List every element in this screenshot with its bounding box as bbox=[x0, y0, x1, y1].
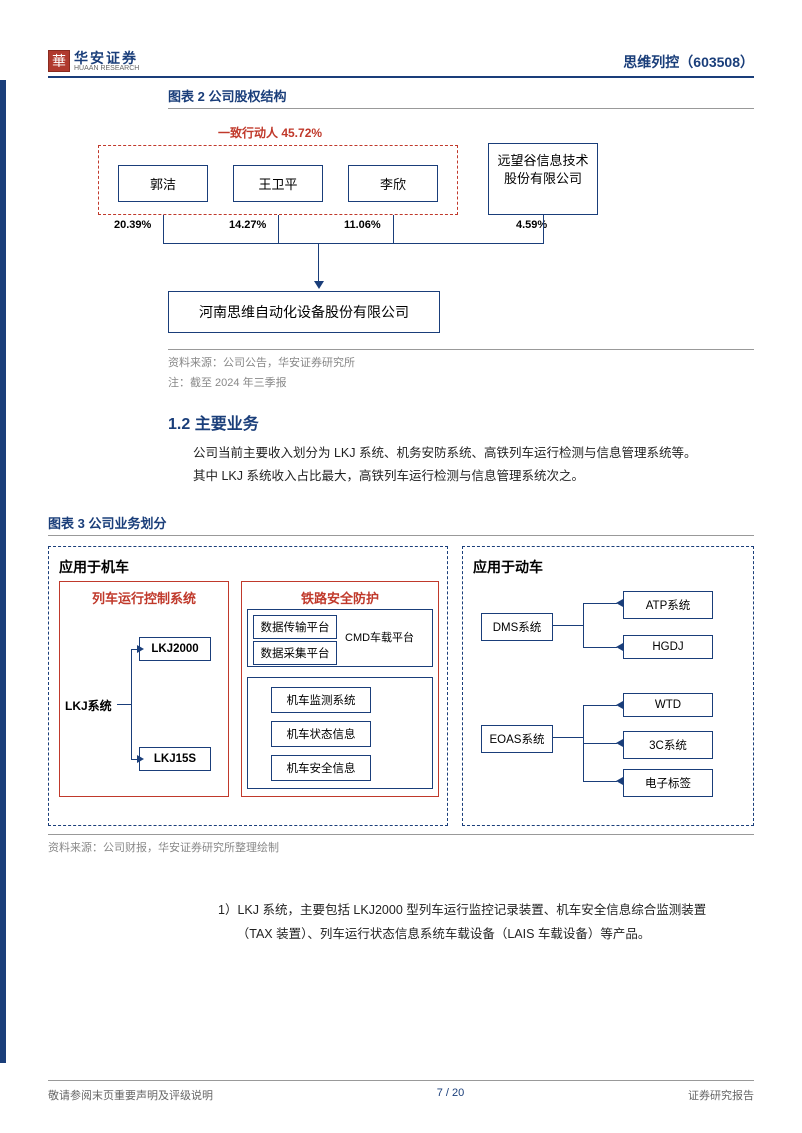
conn-lkj-h bbox=[117, 704, 131, 705]
pct-2: 11.06% bbox=[344, 219, 381, 231]
conn-lkj-v bbox=[131, 649, 132, 760]
panel-right-title: 应用于动车 bbox=[473, 557, 743, 577]
node-lkj15s: LKJ15S bbox=[139, 747, 211, 771]
arrow-hgdj bbox=[616, 643, 623, 651]
node-status-info: 机车状态信息 bbox=[271, 721, 371, 747]
arrow-wtd bbox=[616, 701, 623, 709]
node-hgdj: HGDJ bbox=[623, 635, 713, 659]
page-header: 華 华安证券 HUAAN RESEARCH 思维列控（603508） bbox=[48, 50, 754, 78]
footer-left: 敬请参阅末页重要声明及评级说明 bbox=[48, 1087, 213, 1103]
node-dms: DMS系统 bbox=[481, 613, 553, 641]
conn-eoas-h2 bbox=[583, 743, 617, 744]
conn-dms-v bbox=[583, 603, 584, 648]
node-lkj2000: LKJ2000 bbox=[139, 637, 211, 661]
group-train-control-title: 列车运行控制系统 bbox=[60, 588, 228, 607]
lkj-root-label: LKJ系统 bbox=[65, 697, 112, 714]
chart3-source: 资料来源：公司财报，华安证券研究所整理绘制 bbox=[48, 834, 754, 855]
vline-to-target bbox=[318, 243, 319, 283]
panel-locomotive: 应用于机车 列车运行控制系统 LKJ系统 LKJ2000 LKJ15S 铁路安全… bbox=[48, 546, 448, 826]
conn-dms-h1 bbox=[583, 603, 617, 604]
node-wtd: WTD bbox=[623, 693, 713, 717]
conn-dms-h bbox=[553, 625, 583, 626]
arrow-3c bbox=[616, 739, 623, 747]
logo-text: 华安证券 HUAAN RESEARCH bbox=[74, 51, 139, 72]
section-p2: 其中 LKJ 系统收入占比最大，高铁列车运行检测与信息管理系统次之。 bbox=[168, 465, 754, 488]
node-safety-info: 机车安全信息 bbox=[271, 755, 371, 781]
logo-cn: 华安证券 bbox=[74, 51, 139, 65]
footer-page-number: 7 / 20 bbox=[437, 1087, 465, 1103]
document-title: 思维列控（603508） bbox=[623, 52, 754, 72]
arrow-lkj2000 bbox=[137, 645, 144, 653]
side-accent-bar bbox=[0, 80, 6, 1063]
chart2-title: 图表 2 公司股权结构 bbox=[168, 86, 754, 109]
arrow-etag bbox=[616, 777, 623, 785]
shareholder-box-0: 郭洁 bbox=[118, 165, 208, 202]
group-rail-safety-title: 铁路安全防护 bbox=[242, 588, 438, 607]
pct-1: 14.27% bbox=[229, 219, 266, 231]
chart2-source-line2: 注：截至 2024 年三季报 bbox=[168, 374, 754, 390]
shareholder-box-2: 李欣 bbox=[348, 165, 438, 202]
list-item-1: 1）LKJ 系统，主要包括 LKJ2000 型列车运行监控记录装置、机车安全信息… bbox=[218, 899, 734, 947]
node-eoas: EOAS系统 bbox=[481, 725, 553, 753]
node-monitor-sys: 机车监测系统 bbox=[271, 687, 371, 713]
chart2-source: 资料来源：公司公告，华安证券研究所 注：截至 2024 年三季报 bbox=[168, 349, 754, 390]
conn-eoas-h bbox=[553, 737, 583, 738]
chart2-source-line1: 资料来源：公司公告，华安证券研究所 bbox=[168, 354, 754, 370]
node-etag: 电子标签 bbox=[623, 769, 713, 797]
business-diagram: 应用于机车 列车运行控制系统 LKJ系统 LKJ2000 LKJ15S 铁路安全… bbox=[48, 546, 754, 826]
arrow-lkj15s bbox=[137, 755, 144, 763]
arrow-atp bbox=[616, 599, 623, 607]
vline-2 bbox=[393, 215, 394, 243]
logo-en: HUAAN RESEARCH bbox=[74, 65, 139, 72]
logo-mark-icon: 華 bbox=[48, 50, 70, 72]
page-footer: 敬请参阅末页重要声明及评级说明 7 / 20 证券研究报告 bbox=[48, 1080, 754, 1103]
node-data-collect: 数据采集平台 bbox=[253, 641, 337, 665]
vline-3 bbox=[543, 215, 544, 243]
node-data-transfer: 数据传输平台 bbox=[253, 615, 337, 639]
node-3c: 3C系统 bbox=[623, 731, 713, 759]
external-shareholder-box: 远望谷信息技术股份有限公司 bbox=[488, 143, 598, 215]
page-container: 華 华安证券 HUAAN RESEARCH 思维列控（603508） 图表 2 … bbox=[0, 0, 802, 947]
footer-right: 证券研究报告 bbox=[688, 1087, 754, 1103]
panel-left-title: 应用于机车 bbox=[59, 557, 437, 577]
hline-main bbox=[163, 243, 544, 244]
conn-eoas-h3 bbox=[583, 781, 617, 782]
node-atp: ATP系统 bbox=[623, 591, 713, 619]
target-company-box: 河南思维自动化设备股份有限公司 bbox=[168, 291, 440, 333]
ownership-diagram: 一致行动人 45.72% 郭洁 王卫平 李欣 远望谷信息技术股份有限公司 20.… bbox=[58, 119, 754, 349]
section-1-2-heading: 1.2 主要业务 bbox=[168, 410, 754, 434]
shareholder-box-1: 王卫平 bbox=[233, 165, 323, 202]
chart3-title: 图表 3 公司业务划分 bbox=[48, 513, 754, 536]
pct-0: 20.39% bbox=[114, 219, 151, 231]
logo-block: 華 华安证券 HUAAN RESEARCH bbox=[48, 50, 139, 72]
section-p1: 公司当前主要收入划分为 LKJ 系统、机务安防系统、高铁列车运行检测与信息管理系… bbox=[168, 442, 754, 465]
node-cmd-platform: CMD车载平台 bbox=[345, 629, 414, 645]
arrow-to-target bbox=[314, 281, 324, 289]
conn-dms-h2 bbox=[583, 647, 617, 648]
concert-group-label: 一致行动人 45.72% bbox=[218, 124, 322, 141]
panel-emu: 应用于动车 DMS系统 ATP系统 HGDJ EOAS系统 WTD 3C系统 电… bbox=[462, 546, 754, 826]
vline-0 bbox=[163, 215, 164, 243]
vline-1 bbox=[278, 215, 279, 243]
conn-eoas-h1 bbox=[583, 705, 617, 706]
